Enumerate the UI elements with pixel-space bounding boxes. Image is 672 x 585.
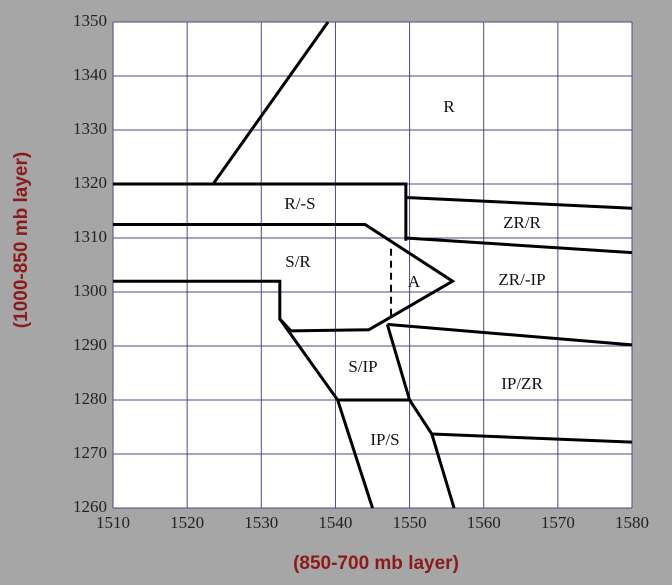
x-tick-label: 1560 (467, 513, 501, 532)
region-label: S/R (285, 252, 311, 271)
y-tick-label: 1300 (73, 281, 107, 300)
region-label: ZR/R (503, 213, 541, 232)
y-tick-label: 1310 (73, 227, 107, 246)
boundary-line (387, 322, 633, 347)
region-label: R/-S (284, 194, 315, 213)
y-tick-label: 1350 (73, 11, 107, 30)
boundary-line (211, 21, 330, 185)
y-tick-label: 1260 (73, 497, 107, 516)
y-tick-label: 1270 (73, 443, 107, 462)
x-tick-label: 1550 (393, 513, 427, 532)
boundary-line (405, 236, 633, 255)
plot-area (113, 22, 632, 508)
y-axis-label: (1000-850 mb layer) (11, 152, 32, 328)
boundary-line (405, 196, 633, 210)
boundary-line (113, 223, 456, 333)
x-tick-label: 1530 (244, 513, 278, 532)
x-tick-label: 1520 (170, 513, 204, 532)
y-tick-label: 1290 (73, 335, 107, 354)
y-tick-label: 1330 (73, 119, 107, 138)
x-tick-label: 1570 (541, 513, 575, 532)
x-axis-label: (850-700 mb layer) (293, 553, 459, 574)
region-label: S/IP (348, 357, 377, 376)
region-label: IP/S (370, 430, 399, 449)
x-tick-label: 1580 (615, 513, 649, 532)
region-label: IP/ZR (501, 374, 543, 393)
y-tick-label: 1320 (73, 173, 107, 192)
region-label: A (408, 272, 421, 291)
x-tick-label: 1510 (96, 513, 130, 532)
region-label: R (443, 97, 455, 116)
y-tick-label: 1340 (73, 65, 107, 84)
boundary-line (431, 432, 633, 444)
y-tick-label: 1280 (73, 389, 107, 408)
region-label: ZR/-IP (498, 270, 545, 289)
boundary-line (385, 323, 456, 509)
boundary-line (113, 182, 408, 241)
x-tick-label: 1540 (318, 513, 352, 532)
